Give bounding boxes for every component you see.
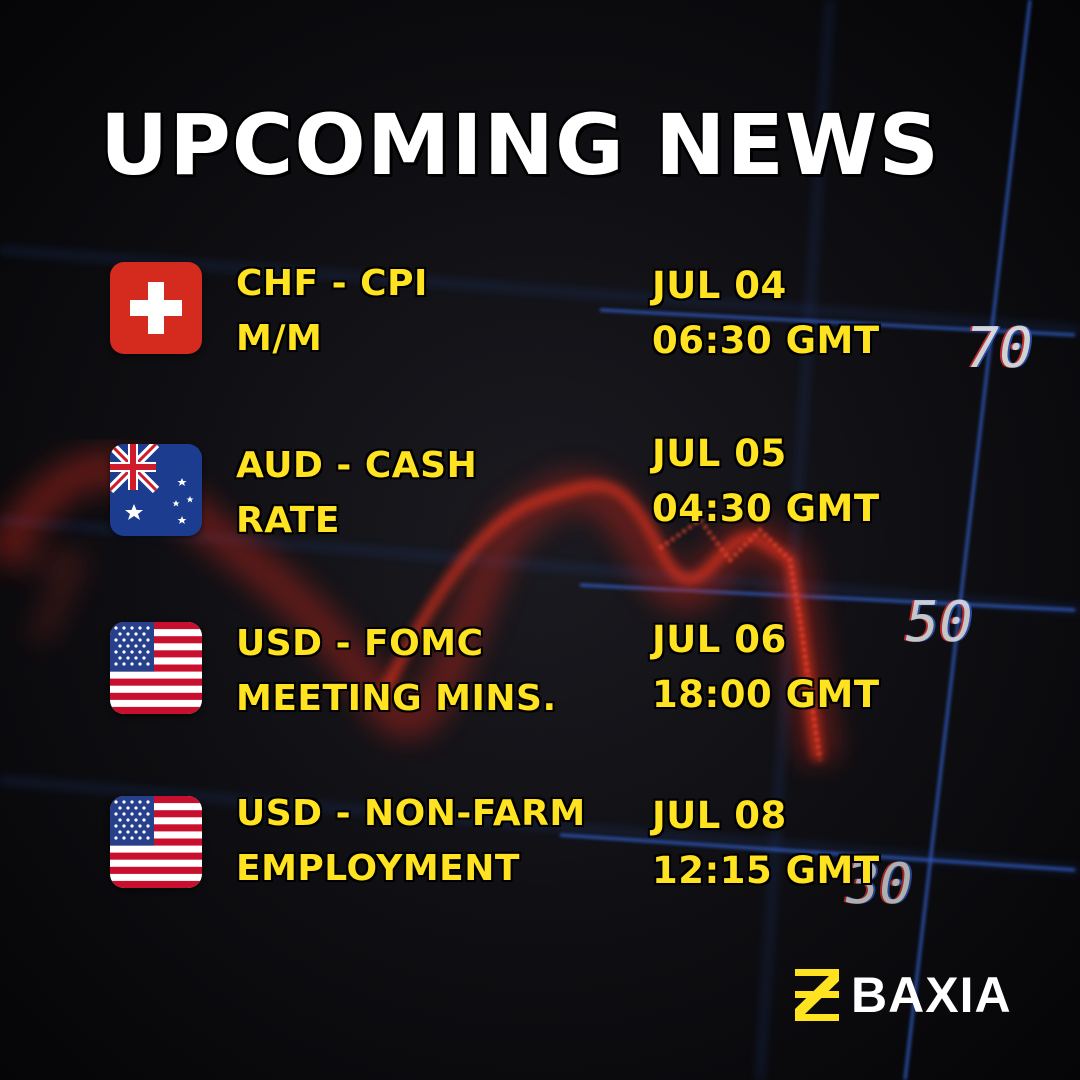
event-line-2: M/M xyxy=(236,318,323,359)
event-time: 18:00 GMT xyxy=(652,673,880,716)
event-time: 12:15 GMT xyxy=(652,849,880,892)
page-title: UPCOMING NEWS xyxy=(100,96,940,194)
baxia-logo-icon xyxy=(795,969,839,1021)
event-date: JUL 08 xyxy=(652,794,787,837)
event-line-2: EMPLOYMENT xyxy=(236,848,520,889)
event-date: JUL 04 xyxy=(652,264,787,307)
event-schedule: JUL 05 04:30 GMT xyxy=(652,426,880,536)
event-name: USD - NON-FARM EMPLOYMENT xyxy=(236,786,586,896)
event-schedule: JUL 08 12:15 GMT xyxy=(652,788,880,898)
usa-flag-icon xyxy=(110,796,202,888)
event-time: 04:30 GMT xyxy=(652,487,880,530)
event-name: USD - FOMC MEETING MINS. xyxy=(236,616,557,726)
brand-name: BAXIA xyxy=(851,967,1012,1023)
switzerland-flag-icon xyxy=(110,262,202,354)
news-row: USD - NON-FARM EMPLOYMENT JUL 08 12:15 G… xyxy=(0,793,1080,916)
event-date: JUL 06 xyxy=(652,618,787,661)
event-date: JUL 05 xyxy=(652,432,787,475)
event-name: CHF - CPI M/M xyxy=(236,256,428,366)
event-line-1: USD - FOMC xyxy=(236,623,484,664)
event-name: AUD - CASH RATE xyxy=(236,438,477,548)
news-row: USD - FOMC MEETING MINS. JUL 06 18:00 GM… xyxy=(0,618,1080,742)
event-schedule: JUL 06 18:00 GMT xyxy=(652,612,880,722)
event-line-1: CHF - CPI xyxy=(236,263,428,304)
event-line-1: USD - NON-FARM xyxy=(236,793,586,834)
event-line-2: RATE xyxy=(236,500,340,541)
event-time: 06:30 GMT xyxy=(652,319,880,362)
australia-flag-icon xyxy=(110,444,202,536)
svg-text:7: 7 xyxy=(10,530,94,669)
brand-logo: BAXIA xyxy=(795,965,1035,1025)
news-row: CHF - CPI M/M JUL 04 06:30 GMT xyxy=(0,262,1080,382)
event-schedule: JUL 04 06:30 GMT xyxy=(652,258,880,368)
event-line-1: AUD - CASH xyxy=(236,445,478,486)
event-line-2: MEETING MINS. xyxy=(236,678,557,719)
news-row: AUD - CASH RATE JUL 05 04:30 GMT xyxy=(0,432,1080,564)
usa-flag-icon xyxy=(110,622,202,714)
